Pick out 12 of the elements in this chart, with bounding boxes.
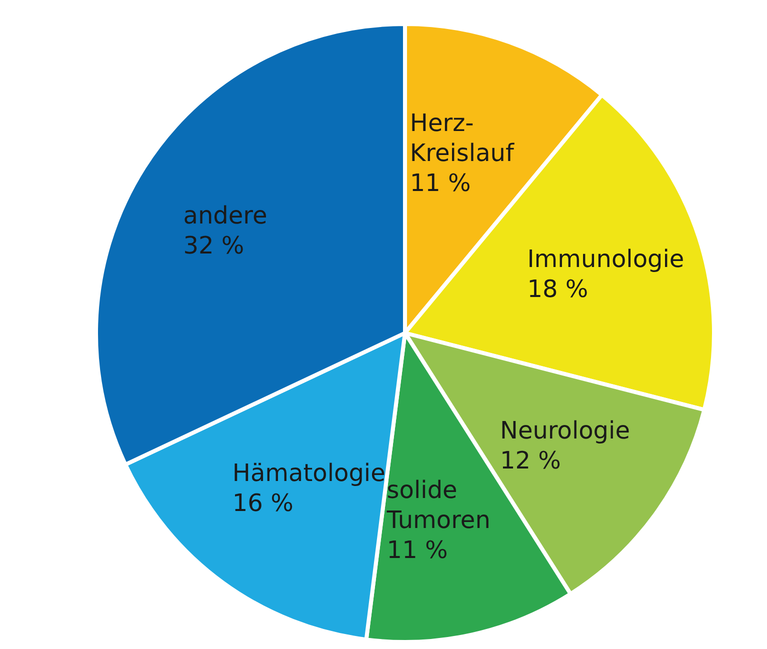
data-label: 18 %: [527, 274, 588, 303]
slice-label: solide Tumoren: [386, 476, 490, 534]
data-label: 11 %: [410, 168, 471, 197]
slice-label: Hämatologie: [232, 458, 386, 487]
data-label: 16 %: [232, 488, 294, 517]
data-label: 32 %: [183, 231, 244, 260]
data-label: 12 %: [500, 446, 561, 475]
slice-label: Herz-Kreislauf: [410, 108, 514, 167]
slice-label: Neurologie: [500, 416, 630, 445]
data-label: 11 %: [386, 536, 448, 564]
slice-label: Immunologie: [527, 244, 684, 273]
slice-label: andere: [183, 201, 268, 230]
